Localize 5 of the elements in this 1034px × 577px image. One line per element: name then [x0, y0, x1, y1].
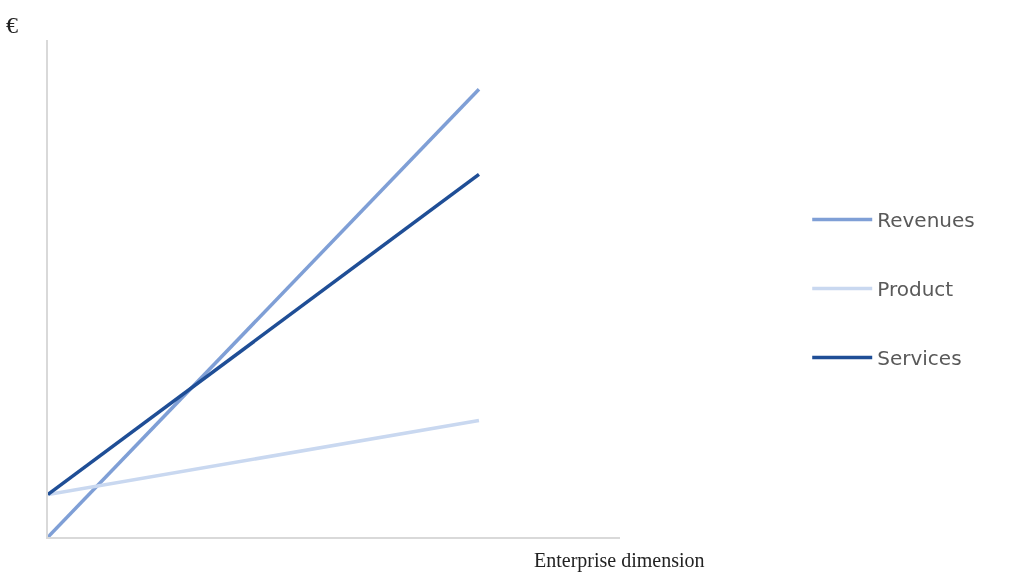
legend-label: Product	[877, 277, 954, 302]
x-axis-title: Enterprise dimension	[534, 549, 705, 572]
y-axis-title: €	[6, 12, 18, 38]
legend-label: Services	[877, 346, 962, 371]
legend-label: Revenues	[877, 208, 975, 233]
